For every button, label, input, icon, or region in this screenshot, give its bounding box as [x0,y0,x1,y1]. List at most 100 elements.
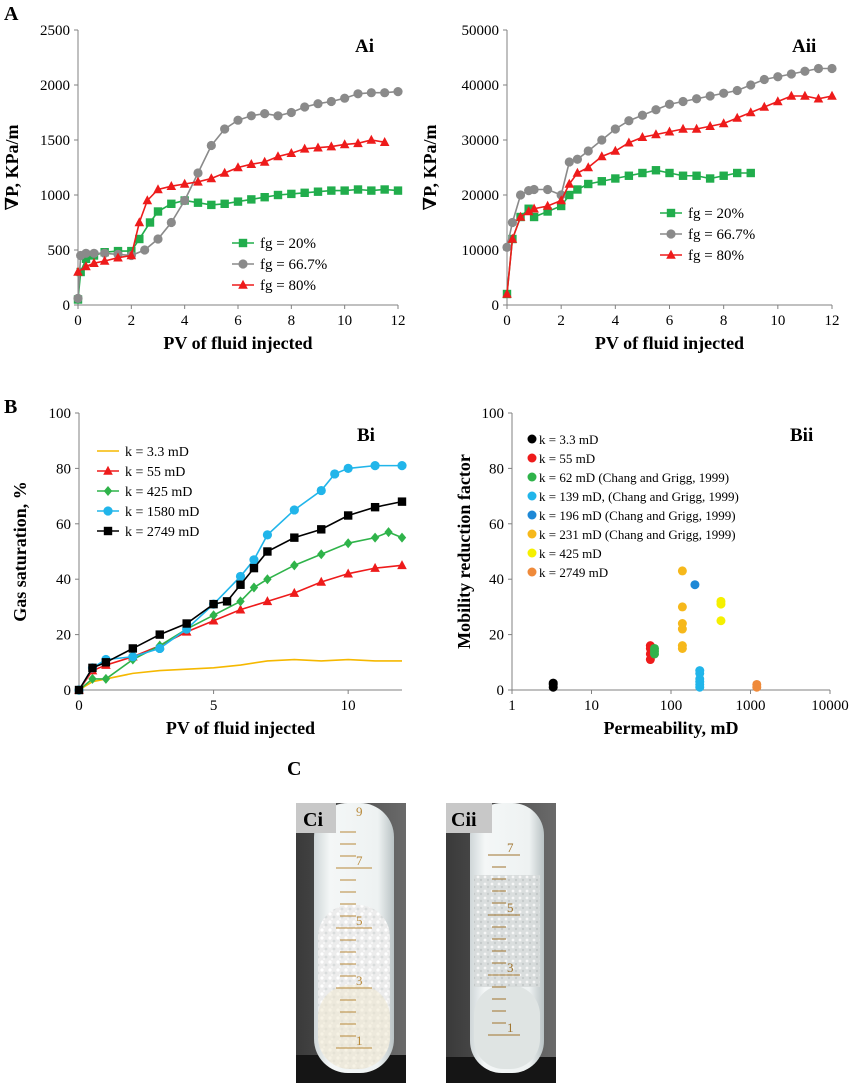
data-point [572,167,583,177]
data-point [502,288,512,298]
data-point [380,185,389,194]
series-2 [73,134,390,276]
legend: fg = 20% fg = 66.7% fg = 80% [660,206,755,264]
data-point [397,560,407,570]
data-point [126,250,137,260]
data-point [219,167,230,177]
legend-swatch-marker [527,567,537,577]
series-5 [677,566,687,653]
data-point [678,96,688,107]
data-point [316,485,326,496]
data-point [366,88,376,98]
data-point [222,597,232,606]
data-point [759,74,769,85]
data-point [637,110,648,120]
data-point [827,63,837,74]
data-point [624,116,634,126]
data-point [367,186,376,195]
data-point [220,124,230,134]
data-point [583,162,594,172]
data-point [209,610,218,621]
data-point [624,171,634,180]
data-point [691,123,702,133]
photo-ci-tag-box [296,803,336,833]
data-point [313,142,323,152]
y-tick-label: 500 [48,243,71,259]
chart-aii: 0 10000 20000 30000 40000 50000 0 2 4 6 8 10 12 PV of… [420,23,839,353]
data-point [89,248,99,258]
data-point [289,505,299,515]
x-tick-label: 8 [720,313,728,329]
data-point [81,261,91,271]
data-point [286,148,297,157]
data-point [529,184,539,195]
legend-swatch-marker [238,279,248,289]
data-point [665,168,674,178]
data-point [326,96,336,107]
data-point [260,193,269,202]
y-tick-label: 20 [489,628,504,644]
data-point [515,190,526,200]
data-point [235,571,246,582]
photo-ci-mark-3: 3 [356,973,363,988]
data-point [543,184,553,195]
data-point [128,652,138,662]
series-3 [695,666,705,692]
series-2 [649,643,659,659]
photo-ci-tag: Ci [303,809,323,831]
series-1 [73,87,403,303]
data-point [81,254,91,263]
data-point [330,469,340,479]
data-point [564,157,574,167]
data-point [651,105,661,115]
data-point [718,118,729,128]
data-point [273,151,283,161]
legend-entry: fg = 66.7% [688,227,755,243]
data-point [273,111,283,121]
data-point [326,141,337,151]
data-point [220,199,229,208]
data-point [155,643,165,654]
data-point [166,217,176,228]
legend-swatch-marker [666,208,676,218]
y-tick-label: 1500 [40,133,70,149]
series-line [78,564,403,691]
legend-entry: k = 425 mD [539,546,602,561]
data-point [166,181,177,190]
photo-cii-tag-box [446,803,492,833]
series-line [78,500,403,691]
series-7 [752,679,762,692]
y-tick-label: 2500 [40,23,70,39]
data-point [502,242,512,252]
series-0 [78,658,402,691]
data-point [233,197,243,206]
legend-entry: k = 3.3 mD [539,432,598,447]
data-point [153,184,163,194]
legend-swatch-marker [527,529,537,539]
legend-swatch-marker [238,238,248,248]
data-point [384,527,393,538]
data-point [101,658,111,667]
photo-ci-mark-9: 9 [356,804,363,819]
data-point [299,143,310,153]
data-point [145,218,155,227]
series-1 [502,63,837,252]
data-point [113,252,123,262]
data-point [209,599,218,609]
y-tick-label: 0 [492,298,500,314]
data-point [353,89,363,99]
data-point [353,138,363,148]
data-point [73,293,83,303]
data-point [397,532,407,543]
series-line [77,139,385,273]
photo-ci: 1 3 5 7 9 Ci [296,803,406,1083]
x-tick-label: 12 [825,313,840,329]
data-point [719,88,729,98]
x-axis-label: Permeability, mD [604,718,739,738]
legend-entry: k = 139 mD, (Chang and Grigg, 1999) [539,489,739,504]
x-tick-label: 1 [508,698,516,714]
legend-entry: fg = 66.7% [260,257,327,273]
photo-cii: 1 3 5 7 Cii [446,803,556,1083]
data-point [813,63,824,74]
legend-entry: k = 1580 mD [125,505,199,520]
